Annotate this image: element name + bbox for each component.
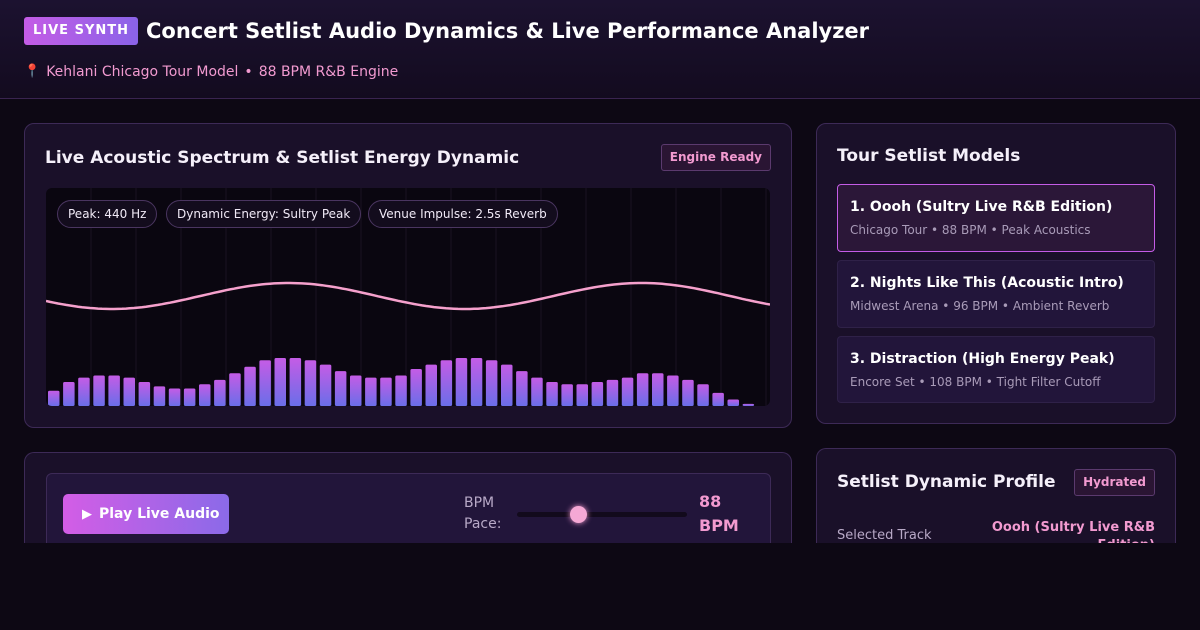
spectrum-bar	[501, 364, 513, 406]
spectrum-bar	[742, 403, 755, 406]
spectrum-bar	[259, 360, 271, 406]
spectrum-title: Live Acoustic Spectrum & Setlist Energy …	[45, 148, 520, 168]
track-meta: Midwest Arena • 96 BPM • Ambient Reverb	[850, 299, 1110, 313]
spectrum-bar	[380, 377, 392, 406]
spectrum-visualizer: Peak: 440 Hz Dynamic Energy: Sultry Peak…	[46, 188, 770, 406]
setlist-panel: Tour Setlist Models 1. Oooh (Sultry Live…	[816, 123, 1176, 424]
spectrum-bar	[667, 375, 679, 406]
play-live-audio-button[interactable]: ▶ Play Live Audio	[63, 494, 229, 534]
spectrum-bar	[576, 384, 588, 406]
engine-status-badge: Engine Ready	[660, 144, 771, 171]
spectrum-bar	[334, 371, 347, 406]
controls-panel: ▶ Play Live Audio BPM Pace: 88 BPM	[24, 452, 792, 543]
track-meta: Encore Set • 108 BPM • Tight Filter Cuto…	[850, 375, 1101, 389]
page-title: Concert Setlist Audio Dynamics & Live Pe…	[146, 19, 870, 43]
setlist-title: Tour Setlist Models	[837, 146, 1021, 166]
track-meta: Chicago Tour • 88 BPM • Peak Acoustics	[850, 223, 1091, 237]
separator-dot: •	[244, 64, 253, 80]
spectrum-bar	[561, 384, 573, 406]
track-name: 3. Distraction (High Energy Peak)	[850, 351, 1115, 367]
spectrum-bar	[78, 377, 90, 406]
play-button-label: Play Live Audio	[99, 506, 220, 522]
spectrum-panel: Live Acoustic Spectrum & Setlist Energy …	[24, 123, 792, 428]
spectrum-bar	[425, 364, 437, 406]
spectrum-bar	[168, 388, 181, 406]
spectrum-bar	[485, 360, 498, 406]
playback-controls: ▶ Play Live Audio BPM Pace: 88 BPM	[46, 473, 771, 543]
spectrum-bar	[289, 358, 302, 406]
spectrum-bar	[365, 377, 377, 406]
location-pin-icon: 📍	[24, 64, 41, 79]
play-icon: ▶	[82, 506, 92, 522]
spectrum-bar	[652, 373, 664, 406]
spectrum-bar	[621, 377, 634, 406]
bpm-slider-thumb[interactable]	[569, 506, 587, 523]
spectrum-bar	[591, 382, 604, 406]
spectrum-bar	[350, 375, 362, 406]
spectrum-bar	[199, 384, 211, 406]
spectrum-bar	[697, 384, 709, 406]
track-name: 2. Nights Like This (Acoustic Intro)	[850, 275, 1124, 291]
bpm-pace-label: BPM Pace:	[464, 495, 502, 532]
spectrum-svg	[46, 188, 770, 406]
impulse-chip: Venue Impulse: 2.5s Reverb	[368, 200, 558, 228]
spectrum-bar	[93, 375, 105, 406]
spectrum-bar	[516, 371, 528, 406]
setlist-track-3[interactable]: 3. Distraction (High Energy Peak) Encore…	[837, 336, 1155, 403]
spectrum-bar	[274, 358, 286, 406]
track-name: 1. Oooh (Sultry Live R&B Edition)	[850, 199, 1113, 215]
selected-track-label: Selected Track	[837, 528, 932, 543]
spectrum-bar	[319, 364, 332, 406]
setlist-track-1[interactable]: 1. Oooh (Sultry Live R&B Edition) Chicag…	[837, 184, 1155, 252]
spectrum-bar	[214, 379, 226, 406]
energy-waveform	[46, 281, 770, 311]
profile-title: Setlist Dynamic Profile	[837, 472, 1056, 492]
bpm-value: 88 BPM	[699, 492, 739, 535]
peak-chip: Peak: 440 Hz	[57, 200, 158, 228]
spectrum-bar	[727, 399, 739, 406]
spectrum-bar	[63, 382, 75, 406]
live-synth-badge: LIVE SYNTH	[24, 17, 138, 45]
spectrum-bar	[470, 358, 483, 406]
spectrum-bar	[712, 392, 724, 406]
spectrum-bar	[123, 377, 135, 406]
spectrum-bar	[229, 373, 241, 406]
spectrum-bar	[455, 358, 468, 406]
header-subline: 📍 Kehlani Chicago Tour Model • 88 BPM R&…	[24, 63, 398, 81]
spectrum-bar	[410, 368, 422, 406]
tour-location: Kehlani Chicago Tour Model	[46, 64, 239, 80]
spectrum-bar	[546, 382, 558, 406]
spectrum-bar	[48, 390, 60, 406]
energy-chip: Dynamic Energy: Sultry Peak	[166, 200, 362, 228]
spectrum-bar	[138, 382, 151, 406]
engine-label: 88 BPM R&B Engine	[258, 64, 399, 80]
setlist-track-2[interactable]: 2. Nights Like This (Acoustic Intro) Mid…	[837, 260, 1155, 328]
spectrum-bar	[244, 366, 256, 406]
selected-track-value: Oooh (Sultry Live R&B Edition)	[991, 520, 1155, 543]
spectrum-bar	[304, 360, 317, 406]
spectrum-bar	[108, 375, 120, 406]
profile-panel: Setlist Dynamic Profile Hydrated Selecte…	[816, 448, 1176, 543]
spectrum-bar	[682, 379, 694, 406]
spectrum-bar	[440, 360, 453, 406]
app-header: LIVE SYNTH Concert Setlist Audio Dynamic…	[0, 0, 1200, 99]
spectrum-bar	[531, 377, 543, 406]
spectrum-bar	[153, 386, 166, 406]
hydrated-badge: Hydrated	[1074, 469, 1155, 496]
bpm-slider[interactable]	[517, 506, 687, 523]
spectrum-bar	[606, 379, 619, 406]
spectrum-bar	[395, 375, 407, 406]
spectrum-bar	[636, 373, 649, 406]
spectrum-bar	[183, 388, 196, 406]
